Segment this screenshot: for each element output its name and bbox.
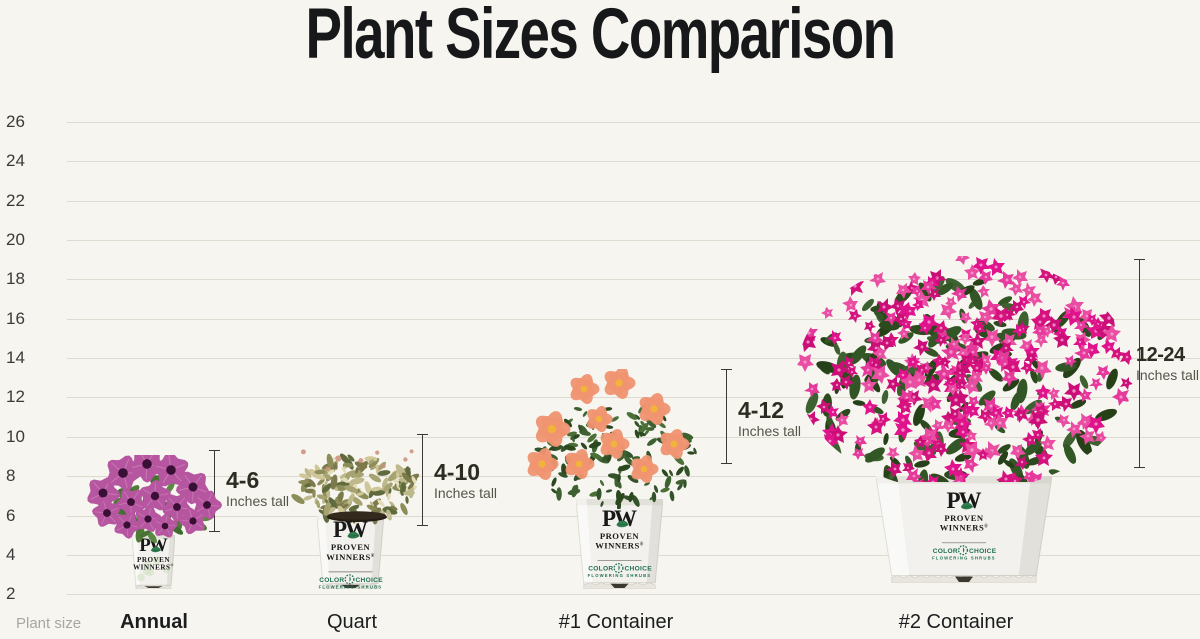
svg-text:WINNERS®: WINNERS® <box>133 563 174 572</box>
svg-text:WINNERS®: WINNERS® <box>940 523 989 533</box>
svg-text:CHOICE: CHOICE <box>355 577 383 584</box>
svg-text:PROVEN: PROVEN <box>599 531 639 541</box>
svg-text:WINNERS®: WINNERS® <box>595 541 644 551</box>
svg-text:WINNERS®: WINNERS® <box>326 552 375 562</box>
svg-text:PW: PW <box>946 488 981 513</box>
svg-text:PROVEN: PROVEN <box>330 542 370 552</box>
svg-text:COLOR: COLOR <box>319 577 344 584</box>
svg-text:CHOICE: CHOICE <box>969 548 997 555</box>
svg-text:PROVEN: PROVEN <box>944 513 984 523</box>
svg-text:FLOWERING SHRUBS: FLOWERING SHRUBS <box>587 573 651 578</box>
svg-text:PW: PW <box>601 506 636 531</box>
svg-text:PROVEN: PROVEN <box>137 556 170 564</box>
svg-text:COLOR: COLOR <box>588 566 613 573</box>
svg-text:CHOICE: CHOICE <box>624 566 652 573</box>
svg-text:FLOWERING SHRUBS: FLOWERING SHRUBS <box>932 555 996 560</box>
svg-text:FLOWERING SHRUBS: FLOWERING SHRUBS <box>318 584 382 589</box>
svg-text:COLOR: COLOR <box>933 548 958 555</box>
